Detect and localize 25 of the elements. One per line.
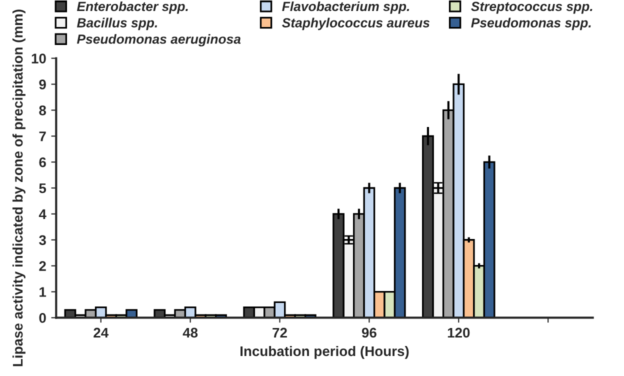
y-tick-label: 7 xyxy=(39,132,46,142)
x-tick-label: 96 xyxy=(362,328,376,338)
y-axis-title: Lipase activity indicated by zone of precipitation (mm) xyxy=(12,10,26,366)
legend-label: Bacillus spp. xyxy=(76,18,158,30)
x-tick-label: 120 xyxy=(448,328,470,338)
x-axis-title: Incubation period (Hours) xyxy=(240,346,409,359)
y-tick-label: 1 xyxy=(40,287,46,297)
legend-label: Flavobacterium spp. xyxy=(282,1,410,14)
x-tick-label: 24 xyxy=(94,328,109,338)
y-tick-label: 2 xyxy=(39,261,46,271)
legend-label: Streptococcus spp. xyxy=(471,2,592,14)
legend-label: Pseudomonas aeruginosa xyxy=(76,34,241,46)
y-tick-label: 6 xyxy=(39,157,46,168)
legend-label: Pseudomonas spp. xyxy=(471,18,591,30)
y-tick-label: 9 xyxy=(39,80,46,90)
y-tick-label: 10 xyxy=(32,54,46,64)
x-tick-label: 72 xyxy=(272,328,287,338)
x-tick-label: 48 xyxy=(182,328,198,338)
y-tick-label: 4 xyxy=(38,209,46,219)
y-tick-label: 0 xyxy=(39,313,46,323)
y-tick-label: 3 xyxy=(39,235,46,246)
y-tick-label: 8 xyxy=(39,106,46,116)
legend-label: Staphylococcus aureus xyxy=(282,18,430,30)
legend-label: Enterobacter spp. xyxy=(76,1,188,14)
y-tick-label: 5 xyxy=(39,183,46,194)
